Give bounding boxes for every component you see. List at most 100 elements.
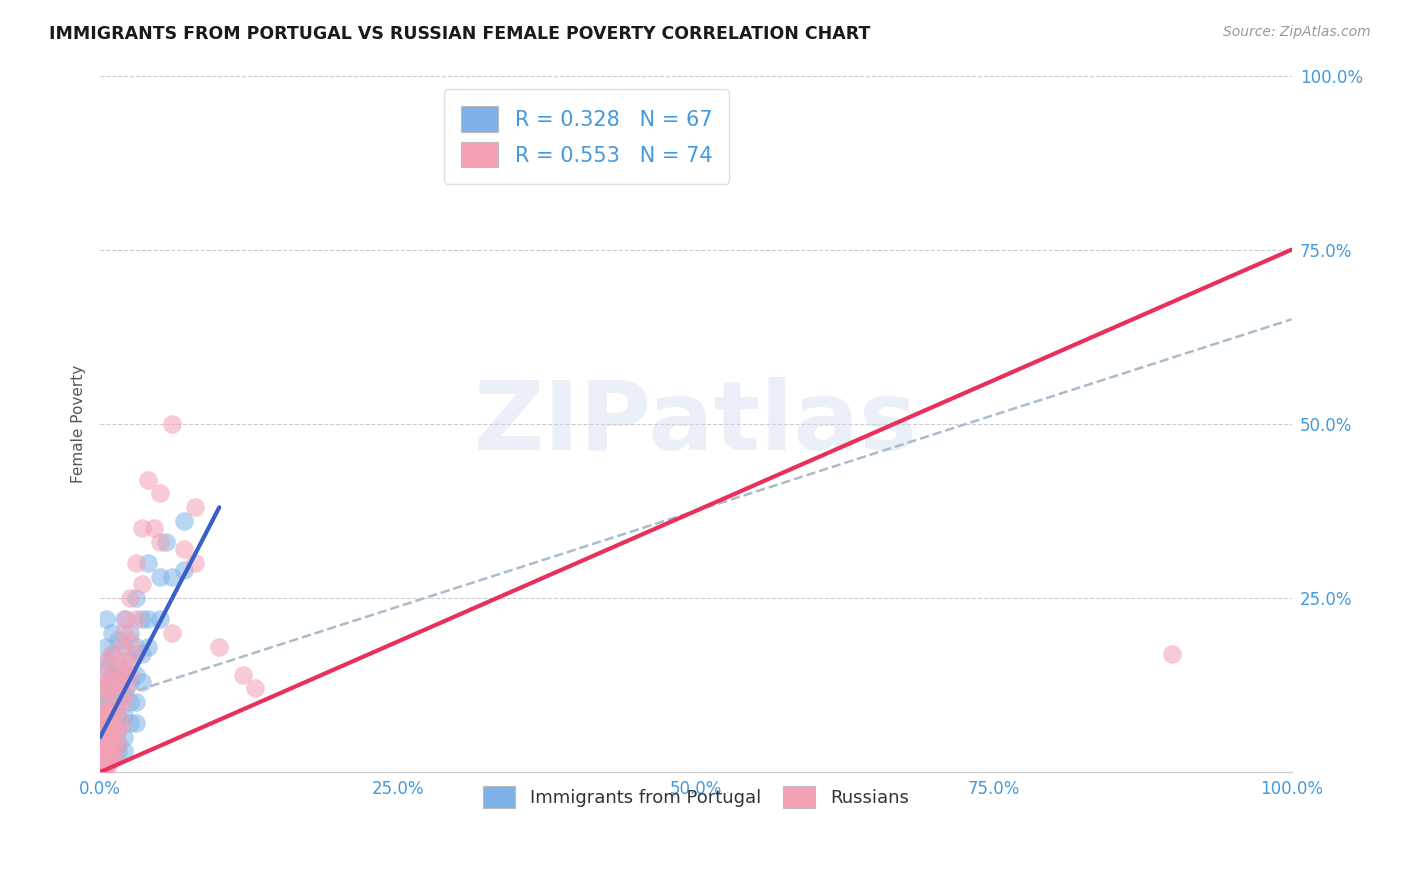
Point bbox=[131, 647, 153, 661]
Point bbox=[173, 542, 195, 557]
Point bbox=[107, 723, 129, 738]
Point bbox=[107, 654, 129, 668]
Point bbox=[94, 716, 117, 731]
Point bbox=[93, 731, 115, 745]
Point bbox=[125, 667, 148, 681]
Point bbox=[107, 709, 129, 723]
Point bbox=[112, 612, 135, 626]
Point bbox=[136, 473, 159, 487]
Point bbox=[118, 716, 141, 731]
Point bbox=[131, 577, 153, 591]
Point bbox=[101, 744, 124, 758]
Point bbox=[101, 716, 124, 731]
Point bbox=[94, 716, 117, 731]
Point bbox=[94, 640, 117, 654]
Point bbox=[107, 660, 129, 674]
Point bbox=[103, 751, 125, 765]
Point bbox=[107, 744, 129, 758]
Point bbox=[107, 695, 129, 709]
Point bbox=[101, 751, 124, 765]
Point bbox=[101, 702, 124, 716]
Point bbox=[97, 751, 120, 765]
Point bbox=[184, 556, 207, 570]
Point bbox=[97, 737, 120, 751]
Point bbox=[118, 695, 141, 709]
Point bbox=[149, 570, 172, 584]
Point bbox=[94, 681, 117, 696]
Point bbox=[94, 744, 117, 758]
Point bbox=[131, 674, 153, 689]
Point bbox=[93, 751, 115, 765]
Point bbox=[101, 731, 124, 745]
Point bbox=[118, 632, 141, 647]
Point bbox=[97, 737, 120, 751]
Point bbox=[97, 695, 120, 709]
Point bbox=[93, 758, 115, 772]
Point bbox=[94, 660, 117, 674]
Point bbox=[97, 758, 120, 772]
Point bbox=[97, 709, 120, 723]
Point bbox=[94, 612, 117, 626]
Point bbox=[125, 695, 148, 709]
Point bbox=[131, 521, 153, 535]
Point bbox=[94, 758, 117, 772]
Point bbox=[125, 647, 148, 661]
Point bbox=[110, 716, 132, 731]
Point bbox=[115, 654, 138, 668]
Point bbox=[103, 723, 125, 738]
Point bbox=[112, 640, 135, 654]
Point bbox=[208, 640, 231, 654]
Point bbox=[97, 744, 120, 758]
Point bbox=[101, 667, 124, 681]
Point bbox=[97, 654, 120, 668]
Point bbox=[103, 737, 125, 751]
Point bbox=[232, 667, 254, 681]
Point bbox=[93, 762, 115, 776]
Point bbox=[93, 689, 115, 703]
Point bbox=[125, 591, 148, 605]
Point bbox=[93, 716, 115, 731]
Point bbox=[94, 744, 117, 758]
Point bbox=[112, 744, 135, 758]
Point bbox=[93, 737, 115, 751]
Point bbox=[110, 667, 132, 681]
Point bbox=[94, 654, 117, 668]
Point bbox=[112, 689, 135, 703]
Point bbox=[136, 556, 159, 570]
Point bbox=[101, 716, 124, 731]
Point bbox=[107, 702, 129, 716]
Point bbox=[103, 689, 125, 703]
Point bbox=[97, 674, 120, 689]
Point bbox=[101, 625, 124, 640]
Point bbox=[94, 681, 117, 696]
Point bbox=[101, 647, 124, 661]
Text: IMMIGRANTS FROM PORTUGAL VS RUSSIAN FEMALE POVERTY CORRELATION CHART: IMMIGRANTS FROM PORTUGAL VS RUSSIAN FEMA… bbox=[49, 25, 870, 43]
Point bbox=[125, 612, 148, 626]
Point bbox=[94, 751, 117, 765]
Point bbox=[125, 716, 148, 731]
Point bbox=[94, 731, 117, 745]
Point bbox=[118, 674, 141, 689]
Point bbox=[93, 744, 115, 758]
Point bbox=[110, 640, 132, 654]
Point bbox=[149, 612, 172, 626]
Point bbox=[1161, 647, 1184, 661]
Point bbox=[93, 702, 115, 716]
Point bbox=[160, 417, 183, 431]
Point bbox=[93, 667, 115, 681]
Point bbox=[112, 625, 135, 640]
Point bbox=[94, 758, 117, 772]
Point bbox=[101, 695, 124, 709]
Point bbox=[107, 723, 129, 738]
Point bbox=[101, 751, 124, 765]
Point bbox=[94, 702, 117, 716]
Point bbox=[160, 570, 183, 584]
Point bbox=[125, 556, 148, 570]
Point bbox=[97, 709, 120, 723]
Point bbox=[107, 632, 129, 647]
Point bbox=[112, 667, 135, 681]
Point bbox=[107, 681, 129, 696]
Legend: Immigrants from Portugal, Russians: Immigrants from Portugal, Russians bbox=[475, 779, 915, 815]
Point bbox=[103, 667, 125, 681]
Point bbox=[112, 709, 135, 723]
